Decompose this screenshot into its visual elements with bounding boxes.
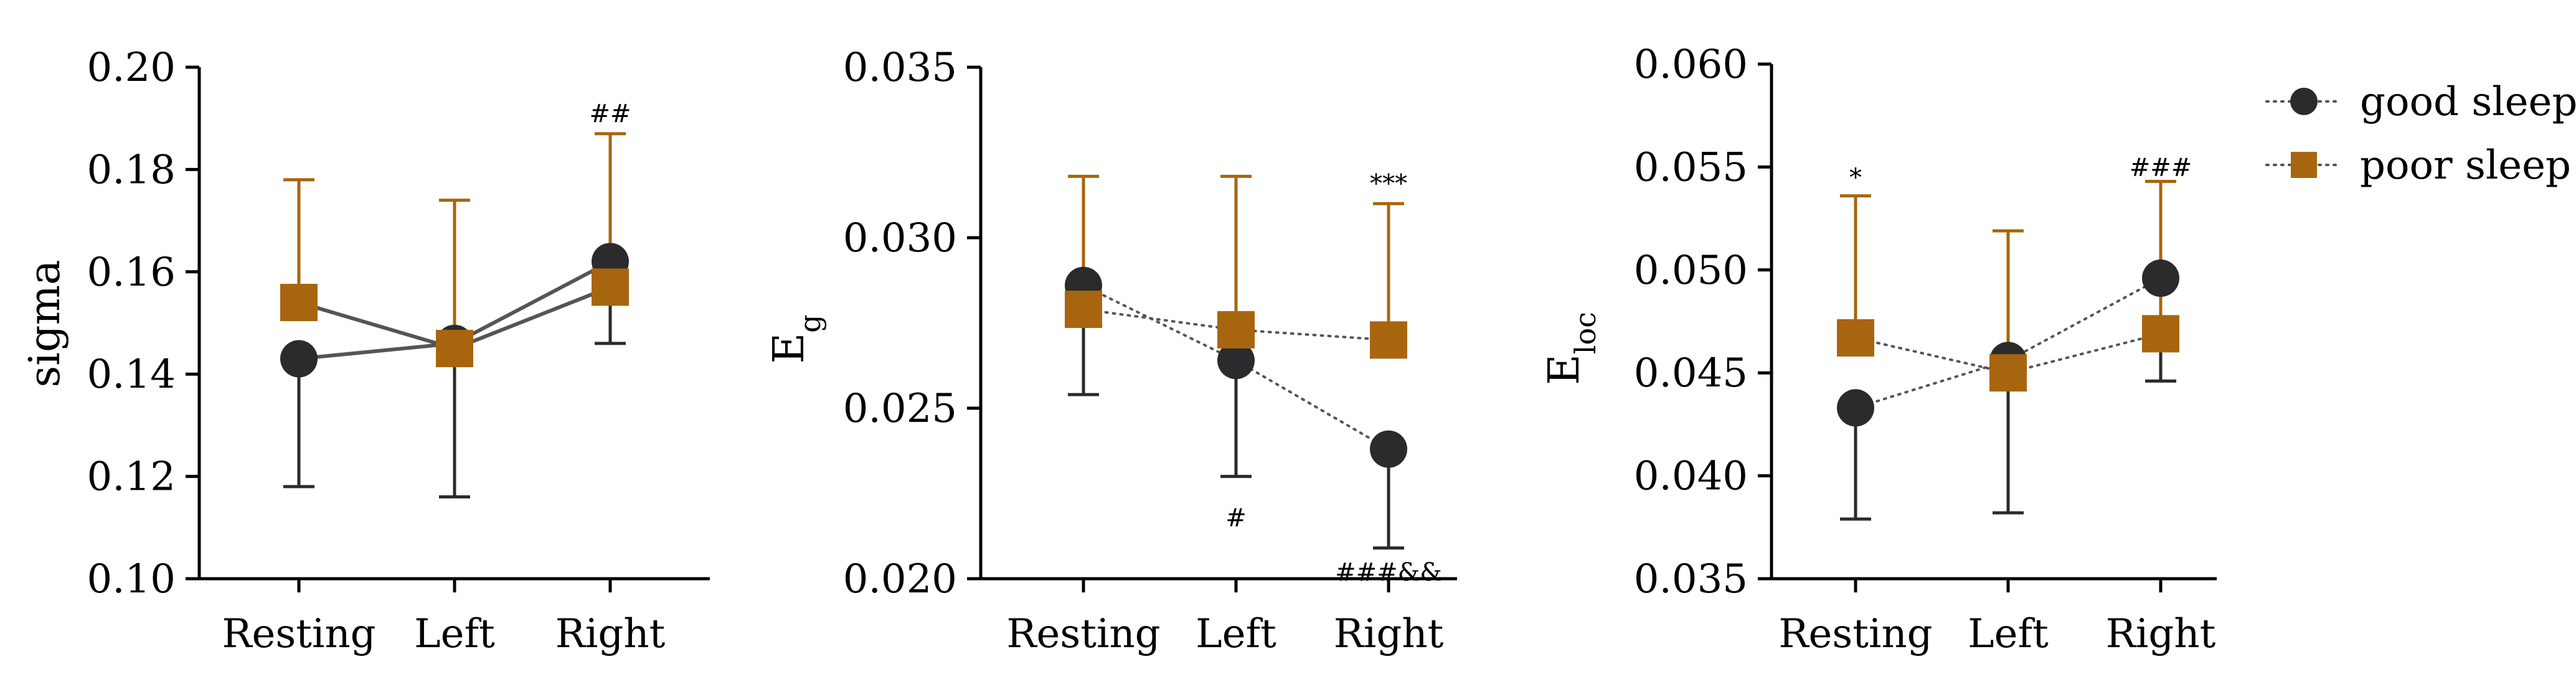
- panel-eloc: 0.035 0.040 0.045 0.050 0.055 0.060 Resting Lef…: [1540, 42, 2217, 657]
- x-tick-label: Left: [1196, 611, 1276, 657]
- point-good-sleep: [2142, 259, 2179, 297]
- point-poor-sleep: [1837, 319, 1874, 357]
- y-tick-label: 0.045: [1634, 350, 1748, 396]
- point-poor-sleep: [592, 268, 629, 306]
- x-tick-label: Right: [555, 611, 666, 657]
- y-axis-label: Eg: [765, 314, 827, 363]
- x-tick-label: Left: [414, 611, 495, 657]
- legend-poor-marker: [2291, 152, 2317, 178]
- significance-annotation: ###&&: [1335, 558, 1442, 587]
- y-tick-label: 0.030: [843, 215, 957, 261]
- y-tick-label: 0.12: [87, 454, 176, 500]
- point-poor-sleep: [1217, 311, 1255, 348]
- legend-poor-label: poor sleep: [2360, 142, 2571, 189]
- significance-annotation: *: [1849, 164, 1862, 192]
- y-tick-label: 0.020: [843, 556, 957, 602]
- significance-annotation: ###: [2130, 153, 2192, 182]
- point-good-sleep: [1837, 389, 1874, 427]
- y-tick-label: 0.040: [1634, 454, 1748, 500]
- panel-eg: 0.020 0.025 0.030 0.035 Resting Left Right Eg **…: [765, 45, 1457, 657]
- y-tick-label: 0.055: [1634, 144, 1748, 190]
- y-tick-label: 0.025: [843, 386, 957, 432]
- y-tick-label: 0.10: [87, 556, 176, 602]
- y-tick-label: 0.14: [87, 352, 176, 398]
- significance-annotation: ***: [1370, 169, 1407, 198]
- y-tick-label: 0.16: [87, 250, 176, 296]
- y-axis-label: sigma: [21, 259, 70, 387]
- legend-good-label: good sleep: [2360, 79, 2576, 125]
- y-tick-label: 0.060: [1634, 42, 1748, 88]
- significance-annotation: ##: [589, 100, 631, 128]
- point-good-sleep: [1370, 430, 1407, 468]
- legend-good-marker: [2290, 88, 2318, 115]
- x-tick-label: Right: [1334, 611, 1444, 657]
- point-poor-sleep: [436, 330, 473, 368]
- x-tick-label: Resting: [222, 611, 375, 657]
- point-good-sleep: [280, 340, 318, 378]
- y-tick-label: 0.035: [1634, 556, 1748, 602]
- y-axis-label: Eloc: [1540, 312, 1602, 385]
- significance-annotation: #: [1225, 503, 1247, 532]
- point-poor-sleep: [1989, 354, 2027, 392]
- point-poor-sleep: [280, 284, 318, 322]
- panel-sigma: 0.10 0.12 0.14 0.16 0.18 0.20 Resting Left Right…: [21, 45, 710, 657]
- y-tick-label: 0.18: [87, 147, 176, 193]
- point-poor-sleep: [2142, 315, 2179, 353]
- point-poor-sleep: [1065, 291, 1102, 329]
- x-tick-label: Resting: [1778, 611, 1932, 657]
- y-tick-label: 0.035: [843, 45, 957, 91]
- y-tick-label: 0.20: [87, 45, 176, 91]
- legend: good sleep poor sleep: [2265, 79, 2576, 189]
- point-poor-sleep: [1370, 321, 1407, 359]
- x-tick-label: Right: [2106, 611, 2216, 657]
- y-tick-label: 0.050: [1634, 248, 1748, 294]
- point-good-sleep: [1217, 342, 1255, 380]
- series-line-poor-sleep: [1082, 308, 1390, 342]
- y-axis-label-subscript: g: [793, 314, 827, 332]
- y-axis-label-subscript: loc: [1569, 312, 1602, 354]
- x-tick-label: Left: [1968, 611, 2049, 657]
- x-tick-label: Resting: [1006, 611, 1160, 657]
